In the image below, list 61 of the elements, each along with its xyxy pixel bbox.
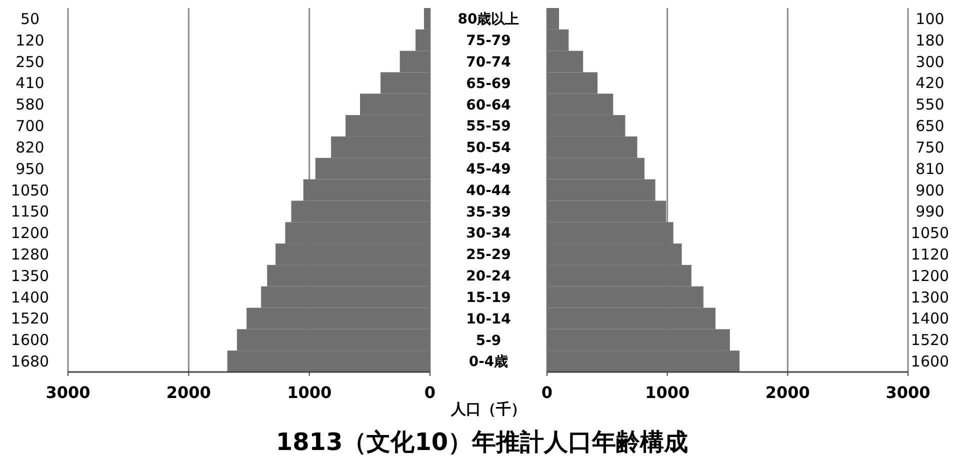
data-label: 1050 xyxy=(910,224,950,242)
data-label: 1280 xyxy=(10,245,50,264)
data-label: 750 xyxy=(916,138,944,156)
data-label: 900 xyxy=(916,181,944,200)
x-tick-label: 3000 xyxy=(46,383,90,402)
data-label: 1520 xyxy=(910,331,950,350)
y-tick-label: 35-39 xyxy=(466,204,511,220)
data-label: 180 xyxy=(916,31,944,50)
y-tick-label: 65-69 xyxy=(466,76,511,92)
y-tick-label: 30-34 xyxy=(466,226,512,242)
x-axis-title: 人口（千） xyxy=(450,400,526,418)
x-tick-label: 2000 xyxy=(166,383,211,402)
data-label: 820 xyxy=(16,138,44,156)
data-label: 120 xyxy=(16,31,44,50)
x-tick-label: 2000 xyxy=(765,383,810,402)
data-label: 950 xyxy=(16,160,44,178)
y-tick-label: 55-59 xyxy=(466,118,511,135)
data-label: 580 xyxy=(16,96,44,114)
x-tick-label: 1000 xyxy=(287,383,332,402)
data-label: 100 xyxy=(916,10,944,28)
data-label: 990 xyxy=(916,202,944,221)
y-tick-label: 75-79 xyxy=(466,33,511,50)
y-tick-label: 5-9 xyxy=(476,332,502,349)
y-tick-label: 20-24 xyxy=(466,268,512,285)
y-tick-label: 50-54 xyxy=(466,140,512,156)
data-label: 1400 xyxy=(910,310,950,328)
x-tick-label: 1000 xyxy=(645,383,690,402)
y-tick-label: 40-44 xyxy=(466,182,512,199)
data-label: 1600 xyxy=(10,331,50,350)
x-tick-label: 3000 xyxy=(886,383,930,402)
data-label: 550 xyxy=(916,96,944,114)
data-label: 410 xyxy=(16,74,44,92)
y-tick-label: 10-14 xyxy=(466,311,512,328)
y-tick-label: 15-19 xyxy=(466,290,511,306)
data-label: 300 xyxy=(916,52,944,71)
data-label: 810 xyxy=(916,160,944,178)
y-tick-label: 45-49 xyxy=(466,161,511,178)
y-tick-label: 70-74 xyxy=(466,54,512,70)
y-tick-label: 25-29 xyxy=(466,247,511,264)
data-label: 420 xyxy=(916,74,944,92)
data-label: 1520 xyxy=(10,310,50,328)
data-label: 1350 xyxy=(10,266,50,285)
data-label: 1200 xyxy=(10,224,50,242)
data-label: 250 xyxy=(16,52,44,71)
data-label: 1400 xyxy=(10,288,50,306)
data-label: 1680 xyxy=(10,352,50,371)
x-tick-label: 0 xyxy=(541,383,553,402)
data-label: 1050 xyxy=(10,181,50,200)
y-tick-label: 0-4歳 xyxy=(468,354,508,370)
text: 1813（文化10）年推計人口年齢構成 xyxy=(276,428,688,456)
data-label: 1200 xyxy=(910,266,950,285)
data-label: 1120 xyxy=(910,245,950,264)
y-tick-label: 60-64 xyxy=(466,97,512,114)
data-label: 1150 xyxy=(10,202,50,221)
data-label: 700 xyxy=(16,117,44,136)
data-label: 1300 xyxy=(910,288,950,306)
data-label: 1600 xyxy=(910,352,950,371)
x-tick-label: 0 xyxy=(424,383,436,402)
data-label: 650 xyxy=(916,117,944,136)
y-tick-label: 80歳以上 xyxy=(458,12,520,28)
data-label: 50 xyxy=(20,10,40,28)
